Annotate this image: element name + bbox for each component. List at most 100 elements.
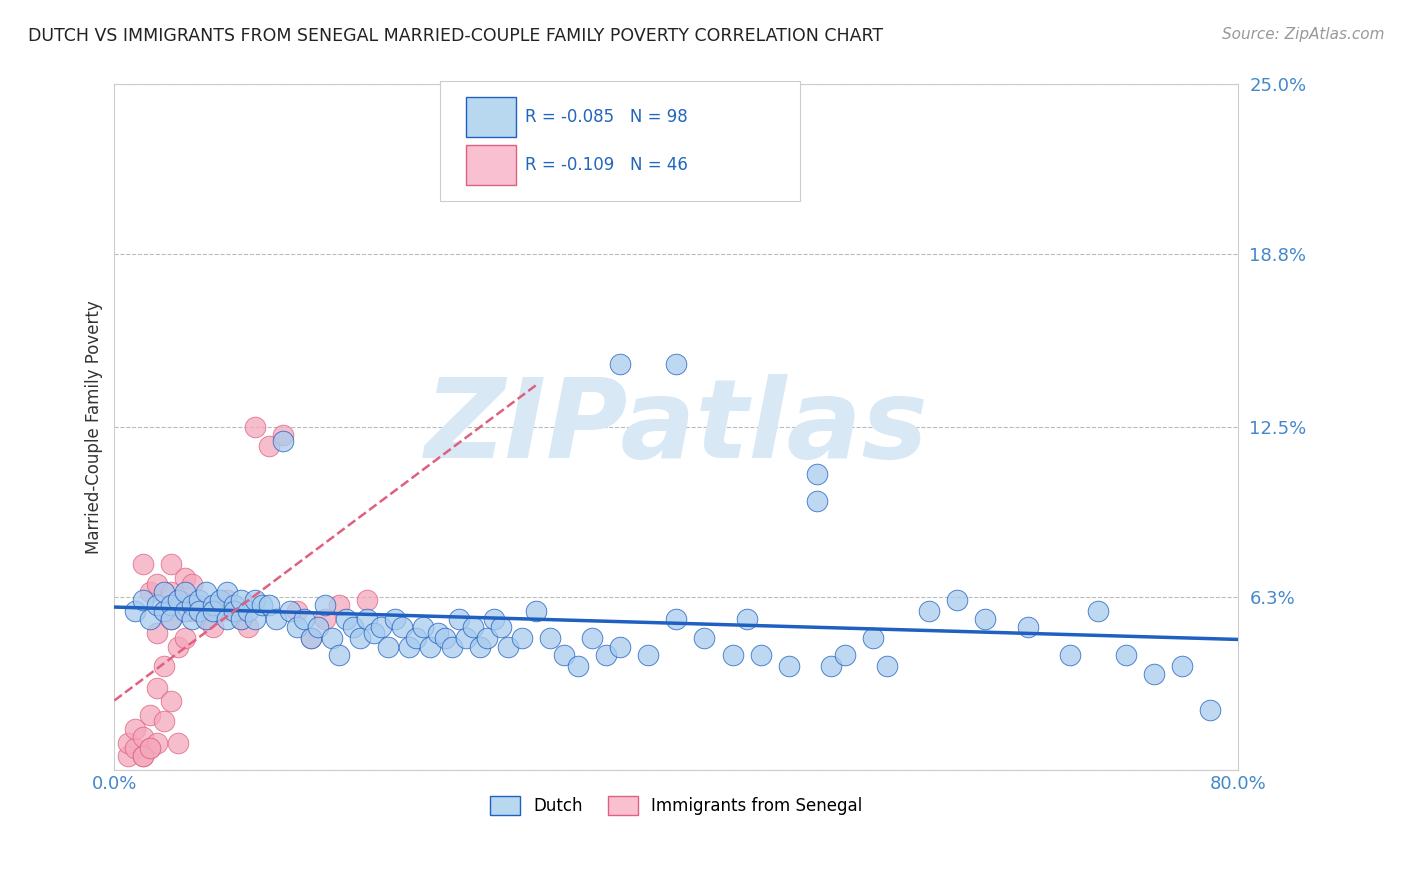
Point (180, 604, 202, 618)
Point (222, 599, 245, 613)
Point (820, 658, 842, 673)
Point (468, 640, 491, 654)
Point (187, 599, 209, 613)
Point (974, 612, 997, 626)
Point (145, 626, 167, 640)
Point (159, 612, 181, 626)
Point (412, 620, 434, 634)
Point (166, 593, 188, 607)
Point (693, 632, 716, 646)
Point (461, 620, 484, 634)
Point (257, 439, 280, 453)
Point (1059, 648, 1081, 662)
Point (229, 593, 252, 607)
Point (243, 593, 266, 607)
Point (1199, 703, 1222, 717)
Point (201, 620, 224, 634)
Point (145, 576, 167, 591)
Point (215, 584, 238, 599)
Point (166, 735, 188, 749)
Point (398, 640, 420, 654)
Point (285, 604, 308, 618)
Point (567, 658, 589, 673)
Point (257, 599, 280, 613)
Point (173, 571, 195, 585)
Point (131, 593, 153, 607)
Point (152, 584, 174, 599)
Point (236, 604, 259, 618)
Point (138, 612, 160, 626)
Point (131, 730, 153, 744)
Point (264, 612, 287, 626)
Point (236, 620, 259, 634)
Point (117, 749, 139, 764)
Point (314, 612, 336, 626)
Point (433, 632, 456, 646)
Point (363, 626, 385, 640)
Point (138, 741, 160, 756)
Text: Source: ZipAtlas.com: Source: ZipAtlas.com (1222, 27, 1385, 42)
Point (328, 648, 350, 662)
Point (1115, 648, 1137, 662)
Point (215, 612, 238, 626)
Point (426, 626, 449, 640)
Point (778, 658, 800, 673)
FancyBboxPatch shape (467, 145, 516, 186)
Point (173, 604, 195, 618)
Point (1087, 604, 1109, 618)
Point (159, 694, 181, 708)
Point (538, 632, 561, 646)
Point (581, 632, 603, 646)
Point (243, 420, 266, 434)
Point (271, 428, 294, 442)
Point (862, 632, 884, 646)
Point (180, 576, 202, 591)
Point (405, 632, 427, 646)
Point (152, 658, 174, 673)
Point (138, 708, 160, 723)
Point (637, 648, 659, 662)
Point (524, 604, 547, 618)
Point (180, 599, 202, 613)
Point (356, 593, 378, 607)
Point (166, 640, 188, 654)
Point (496, 640, 519, 654)
Point (131, 749, 153, 764)
Point (138, 584, 160, 599)
Point (145, 599, 167, 613)
Point (342, 620, 364, 634)
Point (721, 648, 744, 662)
Point (152, 604, 174, 618)
Point (510, 632, 533, 646)
Point (222, 604, 245, 618)
Point (180, 612, 202, 626)
Point (222, 604, 245, 618)
Point (138, 741, 160, 756)
Point (370, 620, 392, 634)
Point (187, 604, 209, 618)
Point (145, 735, 167, 749)
Point (440, 640, 463, 654)
Y-axis label: Married-Couple Family Poverty: Married-Couple Family Poverty (86, 301, 103, 554)
Point (1143, 667, 1166, 681)
Point (328, 599, 350, 613)
Point (447, 612, 470, 626)
Point (475, 632, 498, 646)
Legend: Dutch, Immigrants from Senegal: Dutch, Immigrants from Senegal (482, 788, 870, 823)
Point (285, 620, 308, 634)
Point (152, 604, 174, 618)
Point (194, 584, 217, 599)
Point (124, 604, 146, 618)
Point (609, 357, 631, 371)
Point (356, 612, 378, 626)
Point (665, 357, 688, 371)
Text: DUTCH VS IMMIGRANTS FROM SENEGAL MARRIED-COUPLE FAMILY POVERTY CORRELATION CHART: DUTCH VS IMMIGRANTS FROM SENEGAL MARRIED… (28, 27, 883, 45)
Point (749, 648, 772, 662)
Point (215, 593, 238, 607)
Point (208, 604, 231, 618)
Point (243, 612, 266, 626)
Text: R = -0.109   N = 46: R = -0.109 N = 46 (524, 155, 688, 174)
Point (489, 620, 512, 634)
Point (806, 494, 828, 508)
Point (166, 593, 188, 607)
